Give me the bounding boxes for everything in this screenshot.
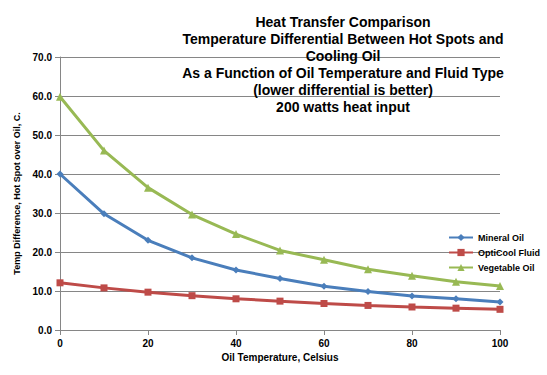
svg-text:0: 0	[57, 338, 63, 349]
svg-text:40: 40	[230, 338, 242, 349]
svg-text:40.0: 40.0	[33, 169, 53, 180]
svg-text:80: 80	[406, 338, 418, 349]
svg-text:Vegetable Oil: Vegetable Oil	[478, 263, 535, 273]
svg-text:200 watts heat input: 200 watts heat input	[276, 99, 410, 115]
svg-text:Oil Temperature, Celsius: Oil Temperature, Celsius	[221, 352, 339, 363]
svg-text:20.0: 20.0	[33, 247, 53, 258]
svg-text:As a Function of Oil Temperatu: As a Function of Oil Temperature and Flu…	[182, 65, 504, 81]
svg-text:Temperature Differential Betwe: Temperature Differential Between Hot Spo…	[182, 31, 503, 47]
svg-text:30.0: 30.0	[33, 208, 53, 219]
svg-text:100: 100	[492, 338, 509, 349]
svg-text:70.0: 70.0	[33, 52, 53, 63]
svg-text:Mineral Oil: Mineral Oil	[478, 233, 524, 243]
svg-text:Temp Difference, Hot Spot over: Temp Difference, Hot Spot over Oil, C.	[12, 112, 22, 274]
svg-text:Heat Transfer Comparison: Heat Transfer Comparison	[255, 14, 430, 30]
svg-text:20: 20	[142, 338, 154, 349]
svg-text:0.0: 0.0	[38, 325, 52, 336]
svg-text:50.0: 50.0	[33, 130, 53, 141]
svg-text:10.0: 10.0	[33, 286, 53, 297]
svg-text:Cooling Oil: Cooling Oil	[306, 48, 381, 64]
svg-text:OptiCool Fluid: OptiCool Fluid	[478, 248, 540, 258]
svg-text:60.0: 60.0	[33, 91, 53, 102]
svg-text:(lower differential is better): (lower differential is better)	[253, 82, 433, 98]
svg-text:60: 60	[318, 338, 330, 349]
